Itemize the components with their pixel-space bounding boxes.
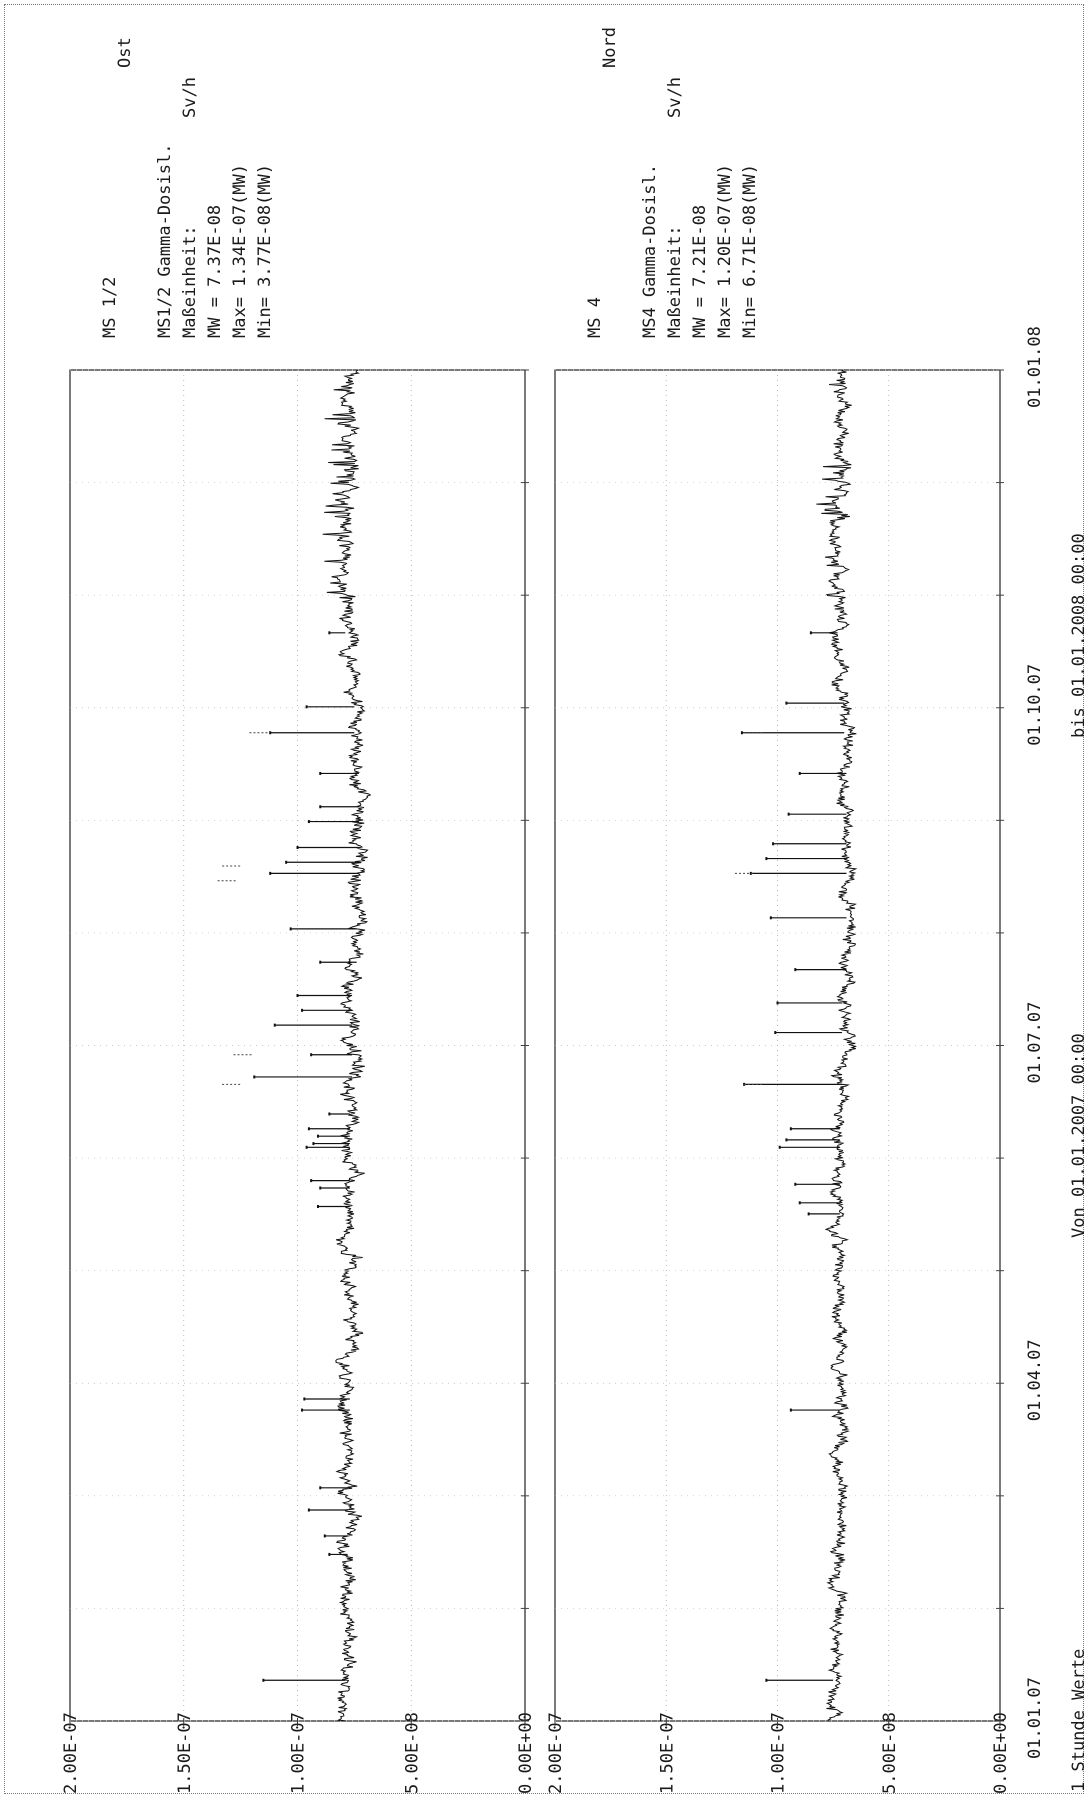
x-tick-label: 01.10.07 bbox=[1025, 664, 1045, 746]
y-tick-label: 0.00E+00 bbox=[991, 1712, 1011, 1794]
x-tick-label: 01.01.07 bbox=[1025, 1677, 1045, 1759]
y-tick-label: 1.00E-07 bbox=[769, 1712, 789, 1794]
stat-mw: MW = 7.37E-08 bbox=[205, 205, 225, 338]
y-tick-label: 2.00E-07 bbox=[546, 1712, 566, 1794]
y-tick-label: 1.00E-07 bbox=[289, 1712, 309, 1794]
stat-max: Max= 1.20E-07(MW) bbox=[715, 164, 735, 338]
stat-min: Min= 3.77E-08(MW) bbox=[255, 164, 275, 338]
y-tick-label: 2.00E-07 bbox=[61, 1712, 81, 1794]
page-border bbox=[4, 4, 1084, 1794]
series-line bbox=[816, 369, 858, 1721]
location-label: Nord bbox=[600, 27, 620, 68]
y-tick-label: 5.00E-08 bbox=[880, 1712, 900, 1794]
stat-mw: MW = 7.21E-08 bbox=[690, 205, 710, 338]
unit-label: Maßeinheit: bbox=[665, 225, 685, 338]
stat-min: Min= 6.71E-08(MW) bbox=[740, 164, 760, 338]
x-tick-label: 01.04.07 bbox=[1025, 1339, 1045, 1421]
x-tick-label: 01.01.08 bbox=[1025, 326, 1045, 408]
x-tick-label: 01.07.07 bbox=[1025, 1002, 1045, 1084]
y-tick-label: 0.00E+00 bbox=[516, 1712, 536, 1794]
panel-label: MS 1/2 bbox=[100, 277, 120, 338]
series-name: MS1/2 Gamma-Dosisl. bbox=[155, 144, 175, 338]
footer-range-to: bis 01.01.2008 00:00 bbox=[1069, 533, 1089, 738]
unit-value: Sv/h bbox=[180, 77, 200, 118]
y-tick-label: 1.50E-07 bbox=[175, 1712, 195, 1794]
stat-max: Max= 1.34E-07(MW) bbox=[230, 164, 250, 338]
panel-label: MS 4 bbox=[585, 297, 605, 338]
series-name: MS4 Gamma-Dosisl. bbox=[640, 164, 660, 338]
series-line bbox=[322, 369, 372, 1722]
footer-range-from: Von 01.01.2007 00:00 bbox=[1069, 1033, 1089, 1238]
y-tick-label: 1.50E-07 bbox=[657, 1712, 677, 1794]
location-label: Ost bbox=[115, 37, 135, 68]
footer-resolution: 1 Stunde Werte bbox=[1069, 1649, 1089, 1792]
unit-value: Sv/h bbox=[665, 77, 685, 118]
unit-label: Maßeinheit: bbox=[180, 225, 200, 338]
y-tick-label: 5.00E-08 bbox=[402, 1712, 422, 1794]
